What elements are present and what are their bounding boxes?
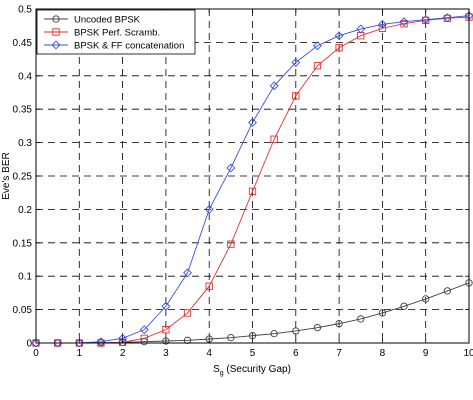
y-tick-label: 0 [26, 339, 32, 350]
legend-marker [52, 28, 60, 36]
data-point [399, 17, 409, 27]
ticks: 0 1 2 3 4 5 6 7 8 9 10 0 0.05 0.1 0.15 0.2 0.25 0.3 0.35 0.… [13, 5, 473, 360]
data-point [270, 329, 278, 338]
data-point [161, 301, 171, 311]
data-point [377, 19, 387, 29]
data-point [248, 332, 257, 340]
data-point [204, 204, 214, 214]
x-tick-label: 9 [423, 348, 429, 359]
series-layer [31, 11, 473, 348]
data-point [335, 319, 343, 328]
data-point [31, 338, 41, 348]
data-point [356, 24, 366, 34]
y-tick-label: 0.2 [18, 205, 32, 216]
data-point [421, 15, 431, 25]
x-axis-label: Sg (Security Gap) [213, 364, 291, 377]
x-tick-label: 5 [250, 348, 256, 359]
data-point [96, 337, 106, 347]
legend: Uncoded BPSK BPSK Perf. Scramb. BPSK & FF … [36, 9, 196, 55]
x-tick-label: 3 [163, 348, 169, 359]
data-point [378, 24, 387, 33]
data-point [292, 92, 300, 100]
data-point [53, 338, 63, 348]
data-point [227, 240, 235, 248]
legend-marker [51, 40, 61, 50]
legend-label: BPSK & FF concatenation [74, 41, 184, 52]
x-tick-label: 8 [380, 348, 386, 359]
data-point [140, 334, 148, 342]
data-point [334, 31, 344, 41]
y-axis-label: Eve's BER [1, 152, 12, 199]
data-point [205, 282, 213, 290]
x-tick-label: 4 [206, 348, 212, 359]
x-axis-label-main: S [213, 364, 220, 375]
y-tick-label: 0.25 [13, 172, 33, 183]
data-point [248, 118, 257, 127]
legend-label: Uncoded BPSK [74, 15, 141, 26]
x-tick-label: 10 [463, 348, 473, 359]
data-point [313, 62, 322, 70]
grid [36, 9, 469, 343]
x-tick-label: 2 [120, 348, 126, 359]
legend-label: BPSK Perf. Scramb. [74, 28, 160, 39]
x-axis-label-sub: g [220, 370, 224, 377]
data-point [227, 334, 235, 342]
data-point [357, 315, 365, 323]
x-tick-label: 0 [33, 348, 39, 359]
y-tick-label: 0.5 [18, 5, 32, 16]
data-point [270, 135, 278, 143]
data-point [269, 81, 279, 91]
data-point [443, 287, 451, 295]
data-point [442, 13, 452, 23]
x-axis-label-rest: (Security Gap) [224, 364, 291, 375]
data-point [162, 325, 170, 334]
data-point [183, 336, 192, 344]
y-tick-label: 0.1 [18, 272, 32, 283]
data-point [139, 325, 149, 335]
data-point [183, 268, 192, 278]
data-point [378, 309, 387, 317]
data-point [162, 337, 170, 345]
x-tick-label: 1 [77, 348, 83, 359]
y-tick-label: 0.45 [13, 38, 33, 49]
y-tick-label: 0.35 [13, 105, 33, 116]
series-line [36, 15, 470, 344]
data-point [400, 302, 408, 310]
data-point [226, 163, 236, 173]
data-point [74, 338, 84, 348]
x-tick-label: 7 [336, 348, 342, 359]
y-tick-label: 0.3 [18, 138, 32, 149]
data-point [291, 58, 301, 67]
data-point [422, 295, 430, 303]
data-point [400, 20, 408, 28]
y-tick-label: 0.15 [13, 238, 33, 249]
x-tick-label: 6 [293, 348, 299, 359]
y-tick-label: 0.05 [13, 305, 33, 316]
data-point [313, 323, 322, 332]
legend-marker [52, 15, 60, 23]
data-point [292, 327, 300, 335]
y-tick-label: 0.4 [18, 71, 32, 82]
data-point [313, 41, 322, 51]
data-point [183, 309, 192, 317]
data-point [335, 44, 343, 52]
data-point [248, 187, 257, 196]
